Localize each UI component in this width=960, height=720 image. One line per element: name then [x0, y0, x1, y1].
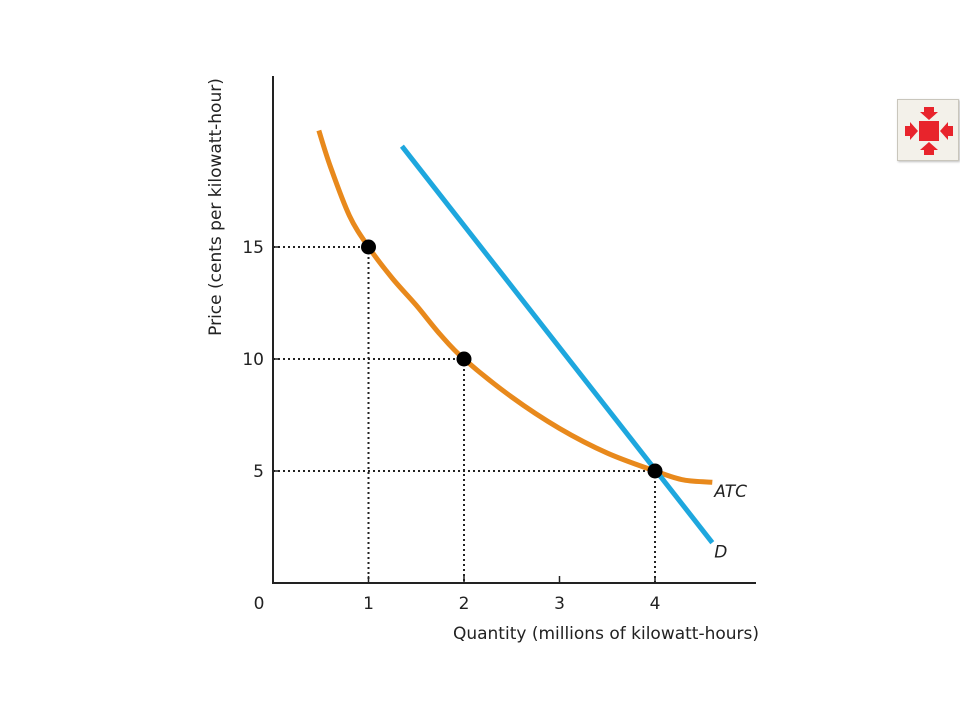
- x-tick-label: 3: [554, 594, 565, 614]
- curve-labels: ATC D: [713, 482, 747, 562]
- x-tick-label: 0: [254, 594, 265, 614]
- guide-lines: [273, 246, 656, 583]
- demand-curve: [399, 144, 715, 545]
- x-tick-label: 4: [650, 594, 661, 614]
- collapse-arrows-icon: [905, 107, 953, 155]
- x-tick-label: 1: [363, 594, 374, 614]
- axes: [272, 76, 756, 584]
- y-tick-label: 10: [242, 350, 264, 370]
- y-axis-title: Price (cents per kilowatt-hour): [206, 78, 226, 336]
- y-tick-label: 15: [242, 238, 264, 258]
- collapse-button[interactable]: [897, 99, 959, 161]
- x-tick-label: 2: [459, 594, 470, 614]
- point-marker: [647, 463, 663, 479]
- demand-label: D: [714, 543, 727, 563]
- y-tick-label: 5: [253, 462, 264, 482]
- point-marker: [361, 239, 376, 255]
- atc-curve: [316, 129, 713, 485]
- x-axis-title: Quantity (millions of kilowatt-hours): [453, 624, 759, 644]
- atc-label: ATC: [713, 482, 747, 502]
- x-ticks: 0 1 2 3 4: [254, 576, 661, 614]
- y-ticks: 5 10 15: [242, 238, 280, 482]
- point-marker: [456, 351, 472, 367]
- curves: [316, 129, 715, 545]
- point-markers: [361, 239, 663, 479]
